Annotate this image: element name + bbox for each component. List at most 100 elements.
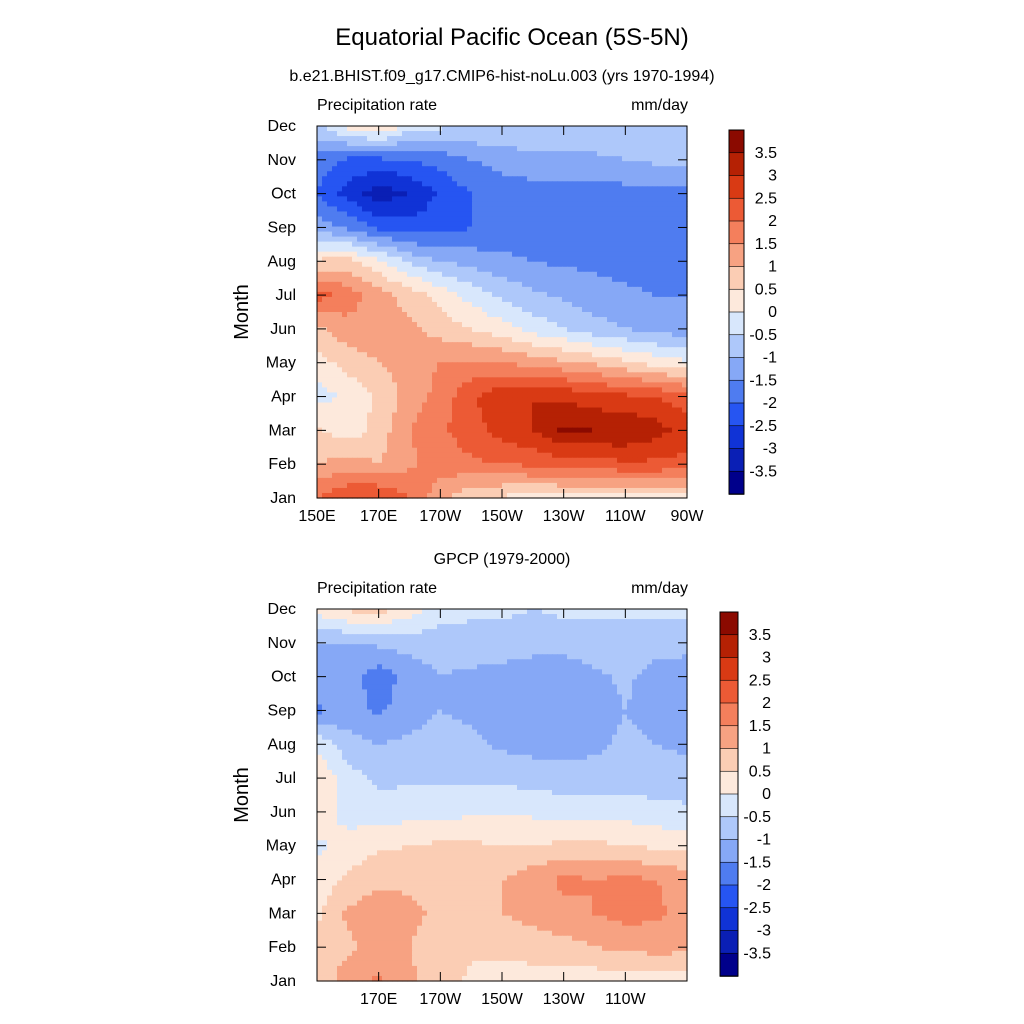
- heatmap-cell: [557, 412, 563, 419]
- heatmap-cell: [427, 196, 433, 203]
- heatmap-cell: [587, 201, 593, 208]
- heatmap-cell: [472, 462, 478, 469]
- heatmap-cell: [362, 402, 368, 409]
- heatmap-cell: [447, 251, 453, 258]
- heatmap-cell: [397, 412, 403, 419]
- heatmap-cell: [677, 186, 683, 192]
- heatmap-cell: [347, 462, 353, 469]
- heatmap-cell: [577, 407, 583, 414]
- heatmap-cell: [662, 216, 668, 223]
- heatmap-cell: [392, 447, 398, 454]
- heatmap-cell: [672, 387, 678, 394]
- heatmap-cell: [562, 151, 568, 157]
- heatmap-cell: [382, 286, 388, 293]
- heatmap-cell: [542, 397, 548, 404]
- heatmap-cell: [557, 291, 563, 298]
- heatmap-cell: [457, 266, 463, 273]
- heatmap-cell: [542, 166, 548, 172]
- heatmap-cell: [442, 216, 448, 223]
- heatmap-cell: [632, 206, 638, 213]
- heatmap-cell: [552, 412, 558, 419]
- heatmap-cell: [397, 457, 403, 464]
- heatmap-cell: [442, 317, 448, 323]
- heatmap-cell: [672, 156, 678, 162]
- heatmap-cell: [627, 417, 633, 424]
- heatmap-cell: [627, 186, 633, 192]
- heatmap-cell: [502, 417, 508, 424]
- heatmap-cell: [677, 236, 683, 243]
- heatmap-cell: [522, 146, 528, 152]
- heatmap-cell: [562, 306, 568, 313]
- heatmap-cell: [522, 372, 528, 378]
- heatmap-cell: [682, 206, 688, 213]
- heatmap-cell: [637, 186, 643, 192]
- heatmap-cell: [567, 131, 573, 137]
- heatmap-cell: [542, 191, 548, 197]
- heatmap-cell: [322, 281, 328, 288]
- heatmap-cell: [427, 161, 433, 167]
- heatmap-cell: [612, 241, 618, 248]
- heatmap-cell: [552, 317, 558, 323]
- heatmap-cell: [457, 211, 463, 218]
- heatmap-cell: [382, 201, 388, 208]
- heatmap-cell: [677, 312, 683, 318]
- heatmap-cell: [627, 291, 633, 298]
- heatmap-cell: [407, 171, 413, 177]
- heatmap-cell: [487, 422, 493, 429]
- heatmap-cell: [382, 432, 388, 439]
- heatmap-cell: [467, 246, 473, 253]
- heatmap-cell: [637, 136, 643, 142]
- heatmap-cell: [682, 201, 688, 208]
- heatmap-cell: [472, 342, 478, 348]
- heatmap-cell: [577, 286, 583, 293]
- heatmap-cell: [462, 271, 468, 278]
- heatmap-cell: [352, 266, 358, 273]
- heatmap-cell: [452, 422, 458, 429]
- heatmap-cell: [532, 126, 538, 132]
- heatmap-cell: [602, 317, 608, 323]
- heatmap-cell: [602, 296, 608, 303]
- heatmap-cell: [402, 226, 408, 233]
- heatmap-cell: [377, 327, 383, 333]
- heatmap-cell: [637, 357, 643, 363]
- heatmap-cell: [647, 291, 653, 298]
- heatmap-cell: [607, 191, 613, 197]
- heatmap-cell: [517, 422, 523, 429]
- heatmap-cell: [487, 236, 493, 243]
- heatmap-cell: [347, 186, 353, 192]
- heatmap-cell: [562, 392, 568, 399]
- heatmap-cell: [622, 342, 628, 348]
- heatmap-cell: [402, 186, 408, 192]
- heatmap-cell: [682, 407, 688, 414]
- heatmap-cell: [467, 286, 473, 293]
- heatmap-cell: [662, 397, 668, 404]
- heatmap-cell: [407, 221, 413, 228]
- heatmap-cell: [472, 251, 478, 258]
- heatmap-cell: [507, 367, 513, 373]
- heatmap-cell: [642, 432, 648, 439]
- heatmap-cell: [417, 362, 423, 368]
- heatmap-cell: [507, 312, 513, 318]
- heatmap-cell: [612, 206, 618, 213]
- heatmap-cell: [337, 317, 343, 323]
- heatmap-cell: [587, 226, 593, 233]
- heatmap-cell: [347, 296, 353, 303]
- heatmap-cell: [652, 337, 658, 343]
- heatmap-cell: [582, 141, 588, 147]
- heatmap-cell: [482, 296, 488, 303]
- heatmap-cell: [607, 231, 613, 238]
- heatmap-cell: [647, 422, 653, 429]
- heatmap-cell: [432, 291, 438, 298]
- heatmap-cell: [447, 216, 453, 223]
- heatmap-cell: [572, 226, 578, 233]
- heatmap-cell: [477, 367, 483, 373]
- heatmap-cell: [587, 362, 593, 368]
- heatmap-cell: [482, 181, 488, 187]
- heatmap-cell: [492, 327, 498, 333]
- heatmap-cell: [352, 452, 358, 459]
- heatmap-cell: [512, 141, 518, 147]
- heatmap-cell: [577, 201, 583, 208]
- heatmap-cell: [607, 136, 613, 142]
- heatmap-cell: [572, 171, 578, 177]
- heatmap-cell: [537, 312, 543, 318]
